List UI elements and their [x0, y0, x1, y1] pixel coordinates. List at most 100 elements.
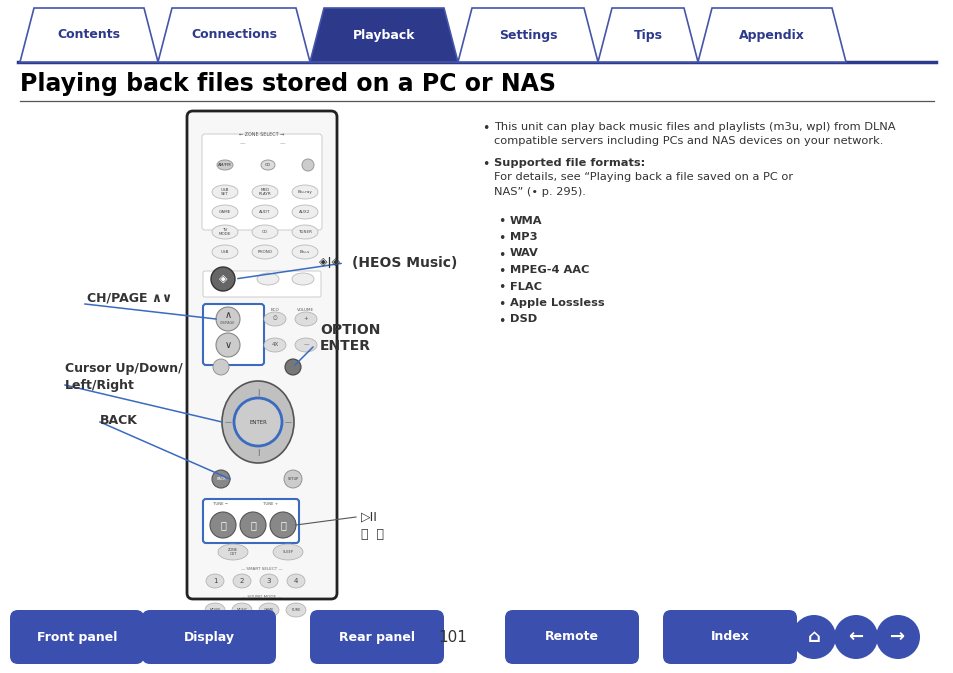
Ellipse shape [260, 574, 277, 588]
Text: ▷II: ▷II [360, 511, 377, 524]
Text: This unit can play back music files and playlists (m3u, wpl) from DLNA: This unit can play back music files and … [494, 122, 895, 132]
FancyBboxPatch shape [310, 610, 443, 664]
Polygon shape [158, 8, 310, 62]
FancyBboxPatch shape [504, 610, 639, 664]
Ellipse shape [232, 603, 252, 617]
Text: GAME: GAME [264, 608, 274, 612]
Text: ∨: ∨ [224, 340, 232, 350]
Text: VOLUME: VOLUME [297, 308, 314, 312]
Ellipse shape [212, 205, 237, 219]
Text: —: — [284, 419, 292, 425]
Text: ⏯: ⏯ [250, 520, 255, 530]
Circle shape [210, 512, 235, 538]
Text: |: | [256, 388, 259, 396]
Text: WMA: WMA [510, 215, 542, 225]
Text: ⏮: ⏮ [220, 520, 226, 530]
Circle shape [215, 333, 240, 357]
Text: (HEOS Music): (HEOS Music) [352, 256, 456, 270]
Ellipse shape [212, 245, 237, 259]
Circle shape [211, 267, 234, 291]
Polygon shape [457, 8, 598, 62]
Text: ←: ← [847, 628, 862, 646]
Ellipse shape [287, 574, 305, 588]
Text: Display: Display [183, 631, 234, 643]
Text: MED
PLAYR: MED PLAYR [258, 188, 271, 197]
Ellipse shape [252, 185, 277, 199]
Text: ⏮  ⏭: ⏮ ⏭ [360, 528, 384, 542]
Text: TV
MODE: TV MODE [218, 227, 231, 236]
Text: Supported file formats:: Supported file formats: [494, 158, 644, 168]
FancyBboxPatch shape [662, 610, 796, 664]
Ellipse shape [206, 574, 224, 588]
Text: •: • [497, 281, 505, 295]
Text: 3: 3 [267, 578, 271, 584]
Text: •: • [497, 232, 505, 245]
Text: USB: USB [220, 250, 229, 254]
Text: Cursor Up/Down/: Cursor Up/Down/ [65, 362, 183, 375]
Text: BACK: BACK [216, 477, 226, 481]
Text: Index: Index [710, 631, 749, 643]
Text: AM/FM: AM/FM [218, 163, 232, 167]
Text: Tips: Tips [633, 28, 661, 42]
Text: •: • [497, 265, 505, 278]
Text: CD: CD [265, 163, 271, 167]
Text: WAV: WAV [510, 248, 538, 258]
Text: →: → [889, 628, 904, 646]
Text: DSD: DSD [510, 314, 537, 324]
Text: 101: 101 [438, 629, 467, 645]
Text: Front panel: Front panel [37, 631, 117, 643]
Polygon shape [20, 8, 158, 62]
Text: USB
SET: USB SET [220, 188, 229, 197]
Text: — SOUND MODE —: — SOUND MODE — [242, 595, 281, 599]
Text: Playback: Playback [353, 28, 415, 42]
Text: TUNER: TUNER [297, 230, 312, 234]
FancyBboxPatch shape [203, 271, 320, 297]
Text: ENTER: ENTER [249, 419, 267, 425]
Text: ZONE
OUT: ZONE OUT [228, 548, 237, 557]
Text: compatible servers including PCs and NAS devices on your network.: compatible servers including PCs and NAS… [494, 137, 882, 147]
Circle shape [791, 615, 835, 659]
Text: •: • [497, 298, 505, 311]
Ellipse shape [258, 603, 278, 617]
Text: Appendix: Appendix [739, 28, 804, 42]
Circle shape [215, 307, 240, 331]
Polygon shape [698, 8, 845, 62]
Text: PHONO: PHONO [257, 250, 273, 254]
Ellipse shape [292, 225, 317, 239]
Text: BACK: BACK [100, 413, 138, 427]
Text: CD: CD [262, 230, 268, 234]
Text: MP3: MP3 [510, 232, 537, 242]
Text: SETUP: SETUP [287, 477, 298, 481]
Text: Contents: Contents [57, 28, 120, 42]
FancyBboxPatch shape [203, 499, 298, 543]
Text: —: — [303, 343, 309, 347]
Text: Left/Right: Left/Right [65, 379, 134, 392]
Text: |: | [256, 448, 259, 456]
Text: GAME: GAME [218, 210, 231, 214]
Text: SLEEP: SLEEP [282, 550, 294, 554]
Ellipse shape [302, 159, 314, 171]
Text: •: • [481, 122, 489, 135]
Text: Remote: Remote [544, 631, 598, 643]
Text: •: • [497, 314, 505, 328]
Text: 1: 1 [213, 578, 217, 584]
Ellipse shape [222, 381, 294, 463]
Ellipse shape [292, 185, 317, 199]
Polygon shape [310, 8, 457, 62]
Ellipse shape [286, 603, 306, 617]
Ellipse shape [205, 603, 225, 617]
Text: CH/PAGE: CH/PAGE [220, 321, 235, 325]
Ellipse shape [292, 205, 317, 219]
Text: —: — [224, 419, 232, 425]
Ellipse shape [292, 273, 314, 285]
FancyBboxPatch shape [203, 304, 264, 365]
Text: OPTION: OPTION [319, 323, 380, 337]
Text: ⏭: ⏭ [280, 520, 286, 530]
Ellipse shape [294, 312, 316, 326]
Text: Settings: Settings [498, 28, 557, 42]
Ellipse shape [212, 185, 237, 199]
Text: AUDT: AUDT [259, 210, 271, 214]
Ellipse shape [264, 312, 286, 326]
Ellipse shape [252, 245, 277, 259]
Text: Blu-s: Blu-s [299, 250, 310, 254]
